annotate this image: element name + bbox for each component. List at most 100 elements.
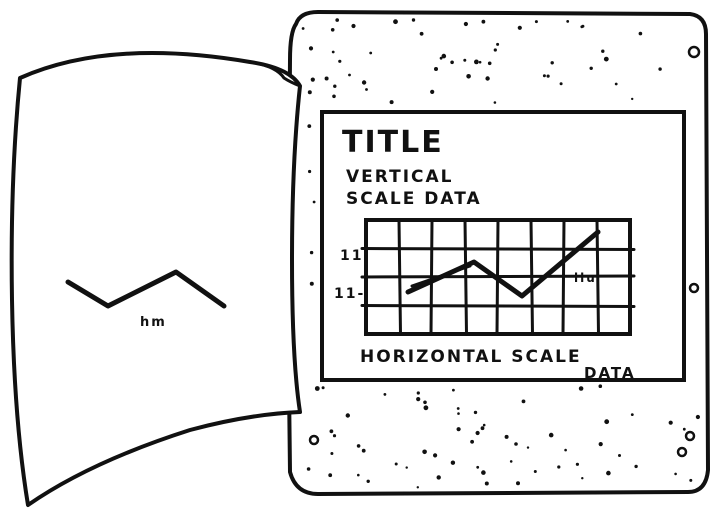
stipple-dot bbox=[463, 21, 468, 27]
stipple-dot bbox=[312, 200, 316, 204]
stipple-dot bbox=[333, 84, 337, 88]
stipple-dot bbox=[564, 448, 567, 452]
stipple-dot bbox=[550, 61, 554, 65]
stipple-dot bbox=[630, 413, 634, 416]
stipple-dot bbox=[345, 413, 350, 418]
tick-label-lower: 11- bbox=[334, 286, 365, 302]
stipple-dot bbox=[559, 82, 563, 86]
stipple-dot bbox=[330, 452, 334, 455]
stipple-dot bbox=[357, 473, 360, 477]
sheet-curl bbox=[248, 60, 302, 88]
grid-line-horizontal bbox=[360, 304, 636, 308]
stipple-dot bbox=[689, 478, 693, 482]
stipple-dot bbox=[485, 76, 490, 81]
stipple-dot bbox=[504, 434, 509, 439]
board-stipple bbox=[301, 18, 701, 489]
grid-line-horizontal bbox=[360, 247, 636, 251]
stipple-dot bbox=[365, 88, 368, 91]
stipple-dot bbox=[419, 31, 424, 36]
stipple-dot bbox=[430, 89, 435, 94]
tick-label-upper: 11 bbox=[340, 248, 363, 264]
stipple-dot bbox=[361, 448, 366, 453]
stipple-dot bbox=[478, 60, 482, 64]
stipple-dot bbox=[598, 442, 603, 447]
horizontal-scale-label-line1: HORIZONTAL SCALE bbox=[360, 347, 582, 367]
stipple-dot bbox=[682, 427, 686, 431]
stipple-dot bbox=[480, 426, 485, 431]
sheet-annotation: hm bbox=[140, 315, 167, 330]
stipple-dot bbox=[383, 393, 387, 396]
stipple-dot bbox=[484, 481, 489, 486]
stipple-dot bbox=[581, 477, 584, 480]
ring-mark bbox=[308, 434, 320, 446]
stipple-dot bbox=[658, 67, 662, 71]
stipple-dot bbox=[366, 479, 370, 483]
stipple-dot bbox=[433, 453, 438, 458]
stipple-dot bbox=[606, 470, 611, 476]
sheet-outline bbox=[9, 51, 302, 507]
stipple-dot bbox=[308, 169, 312, 174]
display-board bbox=[286, 10, 710, 496]
stipple-dot bbox=[330, 28, 335, 32]
stipple-dot bbox=[452, 388, 455, 392]
stipple-dot bbox=[473, 410, 478, 415]
stipple-dot bbox=[310, 77, 315, 82]
stipple-dot bbox=[463, 58, 467, 62]
stipple-dot bbox=[474, 59, 479, 65]
stipple-dot bbox=[309, 250, 314, 255]
stipple-dot bbox=[307, 124, 312, 128]
stipple-dot bbox=[306, 467, 311, 471]
stipple-dot bbox=[457, 412, 460, 415]
stipple-dot bbox=[695, 414, 701, 420]
stipple-dot bbox=[575, 462, 580, 466]
ring-mark bbox=[687, 45, 701, 59]
ring-mark bbox=[676, 446, 688, 458]
stipple-dot bbox=[436, 475, 441, 480]
stipple-dot bbox=[338, 59, 342, 63]
stipple-dot bbox=[546, 74, 550, 78]
stipple-dot bbox=[394, 462, 398, 466]
stipple-dot bbox=[416, 397, 421, 402]
stipple-dot bbox=[548, 432, 554, 438]
stipple-dot bbox=[557, 465, 561, 469]
stipple-dot bbox=[324, 76, 329, 81]
board-outline bbox=[286, 10, 710, 496]
stipple-dot bbox=[466, 74, 471, 79]
stipple-dot bbox=[309, 281, 314, 286]
stipple-dot bbox=[314, 386, 320, 391]
vertical-scale-label-line1: VERTICAL bbox=[346, 167, 453, 187]
stipple-dot bbox=[393, 19, 398, 25]
stipple-dot bbox=[331, 50, 335, 54]
stipple-dot bbox=[423, 405, 429, 411]
stipple-dot bbox=[668, 420, 673, 425]
stipple-dot bbox=[475, 430, 480, 436]
stipple-dot bbox=[589, 66, 593, 71]
stipple-dot bbox=[329, 429, 334, 434]
stipple-dot bbox=[516, 481, 520, 486]
stipple-dot bbox=[439, 56, 443, 60]
stipple-dot bbox=[301, 27, 305, 30]
stipple-dot bbox=[416, 486, 419, 489]
stipple-dot bbox=[416, 391, 420, 395]
stipple-dot bbox=[307, 90, 312, 95]
stipple-dot bbox=[493, 101, 497, 104]
stipple-dot bbox=[534, 20, 538, 24]
stipple-dot bbox=[580, 25, 584, 29]
stipple-dot bbox=[481, 19, 486, 24]
stipple-dot bbox=[405, 466, 408, 469]
stipple-dot bbox=[361, 80, 367, 85]
stipple-dot bbox=[450, 60, 454, 65]
stipple-dot bbox=[389, 100, 394, 105]
stipple-dot bbox=[332, 434, 337, 438]
stipple-dot bbox=[604, 419, 610, 425]
ring-mark bbox=[684, 430, 696, 442]
stipple-dot bbox=[674, 472, 677, 476]
stipple-dot bbox=[496, 42, 500, 46]
stipple-dot bbox=[566, 20, 570, 23]
stipple-dot bbox=[598, 384, 603, 389]
stipple-dot bbox=[321, 386, 325, 390]
stipple-dot bbox=[356, 444, 361, 448]
stipple-dot bbox=[351, 23, 356, 29]
stipple-dot bbox=[618, 454, 621, 457]
